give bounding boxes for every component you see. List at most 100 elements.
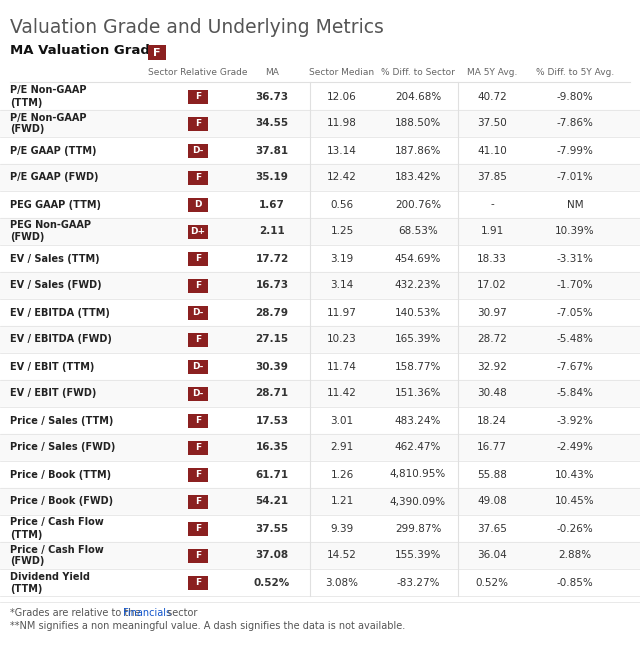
Text: 49.08: 49.08 <box>477 496 507 506</box>
Text: **NM signifies a non meaningful value. A dash signifies the data is not availabl: **NM signifies a non meaningful value. A… <box>10 621 405 631</box>
Text: 10.39%: 10.39% <box>555 227 595 236</box>
Bar <box>0 218 640 245</box>
Text: EV / EBITDA (FWD): EV / EBITDA (FWD) <box>10 335 112 345</box>
Text: 4,390.09%: 4,390.09% <box>390 496 446 506</box>
Text: *Grades are relative to the: *Grades are relative to the <box>10 608 143 618</box>
FancyBboxPatch shape <box>188 386 208 400</box>
Text: F: F <box>195 470 201 479</box>
FancyBboxPatch shape <box>188 198 208 212</box>
Text: -7.99%: -7.99% <box>557 145 593 155</box>
Text: 3.08%: 3.08% <box>326 578 358 588</box>
Text: -7.05%: -7.05% <box>557 307 593 318</box>
FancyBboxPatch shape <box>188 413 208 428</box>
FancyBboxPatch shape <box>188 305 208 320</box>
Text: % Diff. to 5Y Avg.: % Diff. to 5Y Avg. <box>536 68 614 77</box>
Text: -7.67%: -7.67% <box>557 362 593 371</box>
FancyBboxPatch shape <box>188 548 208 563</box>
Text: 12.42: 12.42 <box>327 172 357 183</box>
FancyBboxPatch shape <box>188 278 208 293</box>
Text: 155.39%: 155.39% <box>395 550 441 561</box>
Text: % Diff. to Sector: % Diff. to Sector <box>381 68 455 77</box>
Text: -1.70%: -1.70% <box>557 280 593 291</box>
Text: -7.86%: -7.86% <box>557 119 593 128</box>
Text: 3.14: 3.14 <box>330 280 354 291</box>
Text: F: F <box>195 281 201 290</box>
Text: 200.76%: 200.76% <box>395 200 441 210</box>
Text: 1.26: 1.26 <box>330 470 354 479</box>
Text: 28.71: 28.71 <box>255 388 289 398</box>
Text: 37.65: 37.65 <box>477 523 507 534</box>
Text: 30.97: 30.97 <box>477 307 507 318</box>
Text: EV / Sales (FWD): EV / Sales (FWD) <box>10 280 102 291</box>
Text: 1.21: 1.21 <box>330 496 354 506</box>
Text: F: F <box>195 173 201 182</box>
Text: MA 5Y Avg.: MA 5Y Avg. <box>467 68 517 77</box>
Text: Price / Book (FWD): Price / Book (FWD) <box>10 496 113 506</box>
Bar <box>0 353 640 380</box>
Text: F: F <box>153 48 161 58</box>
Text: 37.50: 37.50 <box>477 119 507 128</box>
Text: 187.86%: 187.86% <box>395 145 441 155</box>
Text: -0.26%: -0.26% <box>557 523 593 534</box>
Bar <box>0 299 640 326</box>
FancyBboxPatch shape <box>188 360 208 373</box>
Bar <box>0 137 640 164</box>
FancyBboxPatch shape <box>188 252 208 265</box>
Text: EV / EBIT (TTM): EV / EBIT (TTM) <box>10 362 94 371</box>
Text: -7.01%: -7.01% <box>557 172 593 183</box>
Bar <box>0 569 640 596</box>
Text: 17.72: 17.72 <box>255 253 289 263</box>
Text: 61.71: 61.71 <box>255 470 289 479</box>
FancyBboxPatch shape <box>188 521 208 536</box>
Text: -3.31%: -3.31% <box>557 253 593 263</box>
Bar <box>0 326 640 353</box>
Text: PEG GAAP (TTM): PEG GAAP (TTM) <box>10 200 101 210</box>
Bar <box>0 191 640 218</box>
FancyBboxPatch shape <box>188 441 208 455</box>
Text: 10.23: 10.23 <box>327 335 357 345</box>
Text: P/E Non-GAAP
(TTM): P/E Non-GAAP (TTM) <box>10 86 86 107</box>
Text: 188.50%: 188.50% <box>395 119 441 128</box>
Text: 18.33: 18.33 <box>477 253 507 263</box>
Text: F: F <box>195 551 201 560</box>
Text: 36.04: 36.04 <box>477 550 507 561</box>
Text: 40.72: 40.72 <box>477 92 507 102</box>
Text: PEG Non-GAAP
(FWD): PEG Non-GAAP (FWD) <box>10 221 91 242</box>
Text: 16.35: 16.35 <box>255 443 289 453</box>
Text: 0.52%: 0.52% <box>476 578 509 588</box>
Text: P/E GAAP (FWD): P/E GAAP (FWD) <box>10 172 99 183</box>
Text: MA: MA <box>265 68 279 77</box>
Text: 55.88: 55.88 <box>477 470 507 479</box>
Text: -2.49%: -2.49% <box>557 443 593 453</box>
Text: 27.15: 27.15 <box>255 335 289 345</box>
Bar <box>0 83 640 110</box>
Bar <box>0 434 640 461</box>
FancyBboxPatch shape <box>188 225 208 238</box>
Bar <box>0 515 640 542</box>
Text: 32.92: 32.92 <box>477 362 507 371</box>
Text: Dividend Yield
(TTM): Dividend Yield (TTM) <box>10 572 90 593</box>
Text: F: F <box>195 416 201 425</box>
Text: -: - <box>490 200 494 210</box>
FancyBboxPatch shape <box>148 45 166 60</box>
Bar <box>0 272 640 299</box>
Text: 37.08: 37.08 <box>255 550 289 561</box>
Bar <box>0 461 640 488</box>
Text: 183.42%: 183.42% <box>395 172 441 183</box>
Text: 16.77: 16.77 <box>477 443 507 453</box>
FancyBboxPatch shape <box>188 576 208 590</box>
Text: P/E Non-GAAP
(FWD): P/E Non-GAAP (FWD) <box>10 113 86 134</box>
Bar <box>0 542 640 569</box>
Text: Price / Cash Flow
(TTM): Price / Cash Flow (TTM) <box>10 517 104 540</box>
Text: F: F <box>195 497 201 506</box>
FancyBboxPatch shape <box>188 170 208 185</box>
Text: -9.80%: -9.80% <box>557 92 593 102</box>
Text: F: F <box>195 524 201 533</box>
Text: D-: D- <box>192 362 204 371</box>
Text: 28.79: 28.79 <box>255 307 289 318</box>
Text: D+: D+ <box>191 227 205 236</box>
Text: -3.92%: -3.92% <box>557 415 593 426</box>
Text: 158.77%: 158.77% <box>395 362 441 371</box>
FancyBboxPatch shape <box>188 143 208 157</box>
Text: Price / Sales (TTM): Price / Sales (TTM) <box>10 415 113 426</box>
